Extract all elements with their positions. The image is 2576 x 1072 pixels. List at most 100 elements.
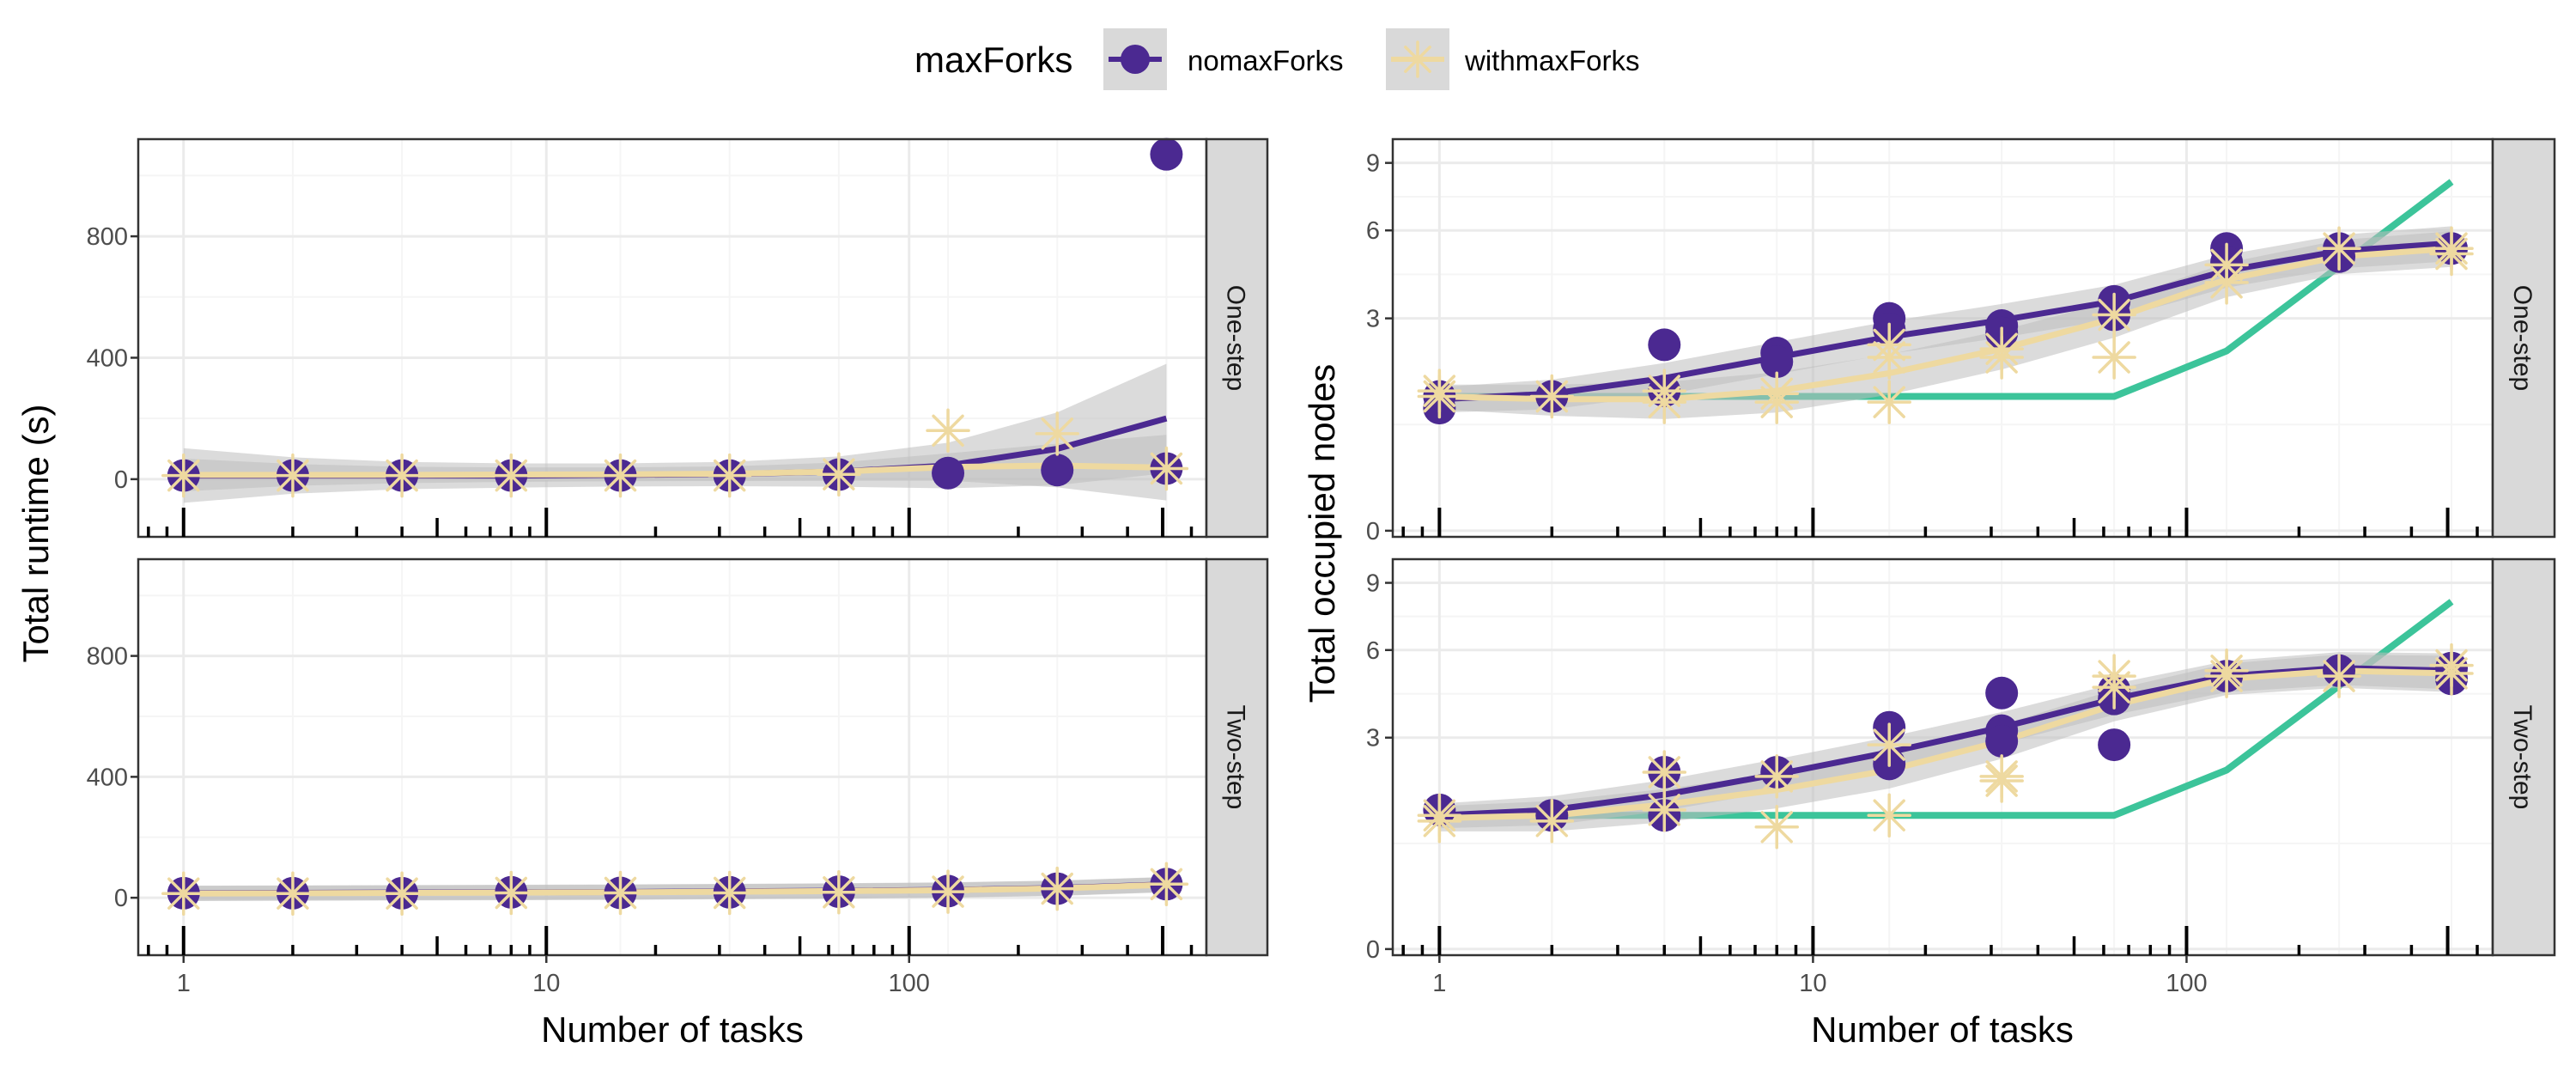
point-withmaxforks: [1979, 326, 2024, 371]
point-withmaxforks: [1035, 866, 1079, 911]
y-tick-label: 9: [1366, 150, 1380, 178]
point-withmaxforks: [926, 869, 970, 914]
point-withmaxforks: [707, 453, 752, 498]
point-withmaxforks: [1417, 793, 1462, 838]
point-withmaxforks: [2092, 335, 2136, 380]
strip-label: One-step: [1222, 285, 1250, 391]
point-withmaxforks: [1867, 722, 1911, 767]
point-withmaxforks: [2317, 226, 2361, 271]
runtime-x-axis-title: Number of tasks: [541, 1009, 804, 1050]
legend-marker-nomaxforks: [1121, 45, 1150, 74]
point-withmaxforks: [1867, 322, 1911, 368]
legend-marker-withmaxforks: [1399, 40, 1437, 78]
point-withmaxforks: [1642, 750, 1687, 795]
y-tick-label: 800: [87, 643, 128, 671]
y-tick-label: 6: [1366, 217, 1380, 245]
runtime-chart: One-step 0 400 800 Two-step 0 400 800 1 10 100: [87, 137, 1269, 997]
x-tick-label: 1: [177, 970, 191, 997]
point-withmaxforks: [2204, 654, 2249, 698]
y-tick-label: 6: [1366, 637, 1380, 665]
smooth-line-withmaxforks: [1439, 667, 2452, 821]
y-tick-label: 0: [114, 885, 128, 912]
panel-two-step-runtime: Two-step 0 400 800 1 10 100: [87, 557, 1269, 997]
point-withmaxforks: [2429, 651, 2474, 696]
point-withmaxforks: [2429, 231, 2474, 277]
point-withmaxforks: [161, 453, 206, 498]
runtime-y-axis-title: Total runtime (s): [15, 404, 56, 662]
point-nomaxforks: [932, 456, 965, 490]
legend-key-nomaxforks: [1103, 28, 1167, 90]
point-withmaxforks: [270, 871, 315, 916]
strip-label: Two-step: [2508, 705, 2537, 810]
point-withmaxforks: [2092, 292, 2136, 338]
point-withmaxforks: [817, 452, 861, 496]
legend-key-withmaxforks: [1386, 28, 1449, 90]
legend-label-withmaxforks: withmaxForks: [1464, 45, 1640, 76]
point-withmaxforks: [1754, 371, 1799, 417]
y-tick-label: 3: [1366, 725, 1380, 752]
point-withmaxforks: [1642, 368, 1687, 413]
y-tick-label: 0: [114, 466, 128, 494]
point-withmaxforks: [817, 870, 861, 915]
point-withmaxforks: [1144, 862, 1189, 907]
y-tick-label: 400: [87, 344, 128, 372]
strip-label: Two-step: [1222, 705, 1250, 810]
y-tick-label: 800: [87, 223, 128, 251]
strip-box: [1205, 137, 1269, 539]
point-withmaxforks: [1529, 374, 1575, 419]
y-tick-label: 0: [1366, 518, 1380, 545]
legend-title: maxForks: [914, 40, 1072, 80]
x-tick-label: 10: [1799, 970, 1826, 997]
smooth-line-withmaxforks: [183, 881, 1167, 897]
legend-label-nomaxforks: nomaxForks: [1188, 45, 1344, 76]
nodes-x-axis-title: Number of tasks: [1811, 1009, 2074, 1050]
panel-two-step-nodes: Two-step 0 3 6 9 1 10 100: [1366, 557, 2556, 997]
x-tick-label: 100: [889, 970, 930, 997]
y-tick-label: 400: [87, 764, 128, 791]
point-withmaxforks: [1035, 411, 1079, 456]
nodes-y-axis-title: Total occupied nodes: [1302, 364, 1342, 704]
point-withmaxforks: [1754, 805, 1799, 850]
point-nomaxforks: [2098, 728, 2131, 762]
strip-label: One-step: [2508, 285, 2537, 391]
panel-one-step-runtime: One-step 0 400 800: [87, 137, 1269, 539]
strip-box: [2491, 137, 2556, 539]
x-tick-label: 1: [1432, 970, 1446, 997]
point-withmaxforks: [1642, 788, 1687, 832]
point-withmaxforks: [489, 870, 534, 916]
ribbon-withmaxforks: [183, 435, 1167, 501]
point-withmaxforks: [598, 453, 643, 498]
point-nomaxforks: [1150, 137, 1183, 171]
legend: maxForks nomaxForks withmaxForks: [914, 28, 1640, 90]
y-tick-label: 9: [1366, 570, 1380, 598]
point-withmaxforks: [2204, 242, 2249, 288]
point-nomaxforks: [1648, 328, 1681, 362]
strip-box: [2491, 557, 2556, 957]
point-nomaxforks: [1985, 676, 2019, 710]
smooth-line-nomaxforks: [1439, 240, 2452, 403]
smooth-line-withmaxforks: [1439, 245, 2452, 403]
x-tick-label: 100: [2166, 970, 2207, 997]
point-withmaxforks: [707, 870, 752, 916]
legend-star-withmaxforks: [1399, 40, 1437, 78]
point-withmaxforks: [598, 870, 643, 916]
panel-one-step-nodes: One-step 0 3 6 9: [1366, 137, 2556, 545]
point-withmaxforks: [1979, 754, 2024, 799]
point-withmaxforks: [2092, 665, 2136, 710]
smooth-line-withmaxforks: [183, 462, 1167, 478]
point-withmaxforks: [1417, 368, 1462, 413]
point-withmaxforks: [1754, 754, 1799, 799]
point-withmaxforks: [270, 453, 315, 498]
point-withmaxforks: [1529, 799, 1575, 844]
strip-box: [1205, 557, 1269, 957]
point-withmaxforks: [380, 453, 424, 498]
point-nomaxforks: [1041, 454, 1074, 487]
y-tick-label: 0: [1366, 936, 1380, 964]
point-withmaxforks: [2317, 654, 2361, 698]
point-withmaxforks: [1867, 793, 1911, 838]
nodes-chart: One-step 0 3 6 9 Two-step 0 3 6 9 1 10 100: [1366, 137, 2556, 997]
x-tick-label: 10: [532, 970, 560, 997]
y-tick-label: 3: [1366, 306, 1380, 333]
point-withmaxforks: [1144, 446, 1189, 491]
